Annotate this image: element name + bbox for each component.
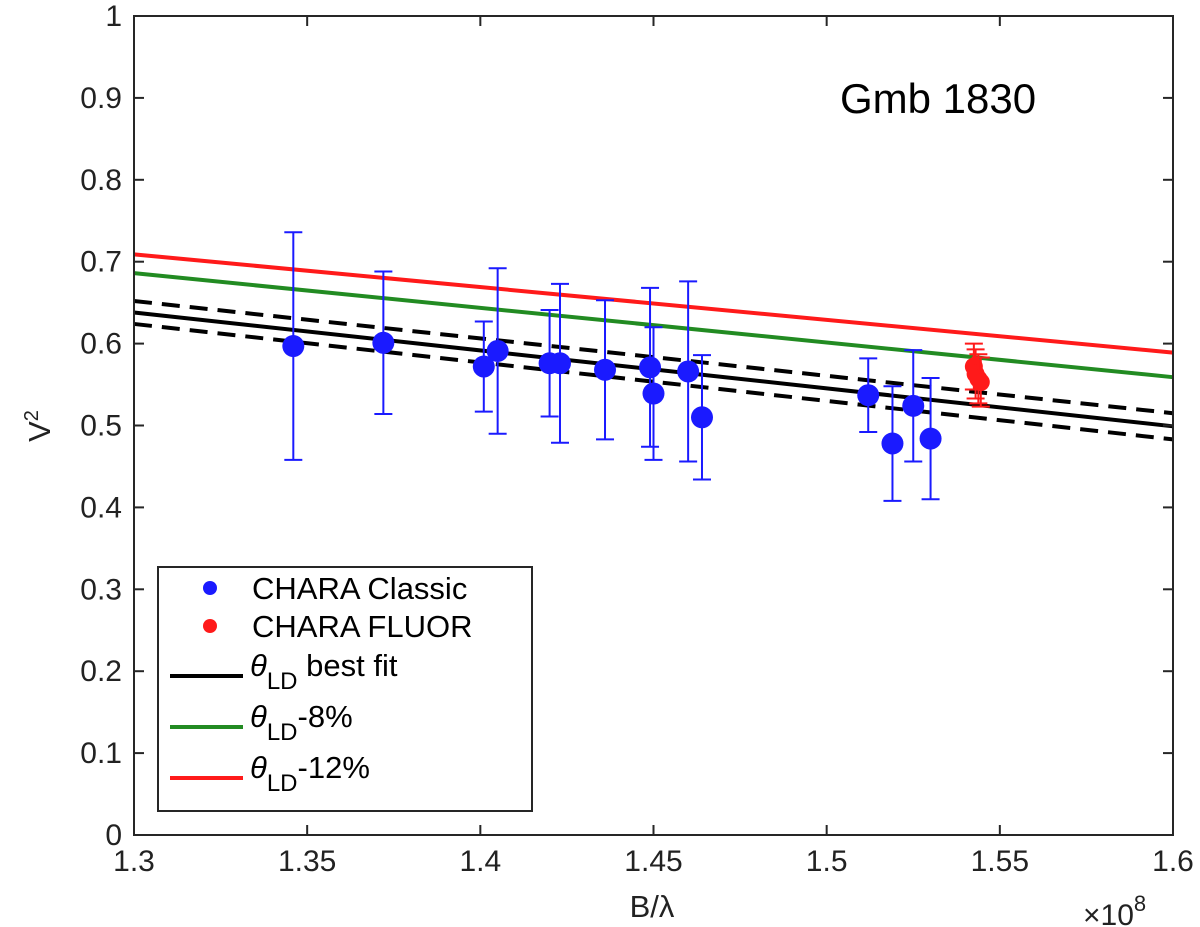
y-axis-label-superscript: 2 <box>21 410 43 421</box>
x-tick-label: 1.55 <box>971 845 1029 878</box>
y-tick-label: 1 <box>105 0 122 33</box>
x-tick-label: 1.35 <box>278 845 336 878</box>
data-point <box>548 352 571 375</box>
y-tick-label: 0.2 <box>80 655 122 688</box>
y-tick-label: 0.6 <box>80 328 122 361</box>
axis-ticks <box>133 15 1174 836</box>
x-axis-label: B/λ <box>630 889 675 924</box>
data-point <box>486 339 509 362</box>
y-tick-label: 0.5 <box>80 410 122 443</box>
data-point <box>690 406 713 429</box>
x-tick-label: 1.6 <box>1152 845 1194 878</box>
y-tick-label: 0.1 <box>80 737 122 770</box>
fit-uncertainty-line <box>133 321 1174 442</box>
data-point <box>902 394 925 417</box>
x-tick-label: 1.4 <box>459 845 501 878</box>
x-tick-label: 1.3 <box>113 845 155 878</box>
x-axis-multiplier-exponent: 8 <box>1134 891 1146 916</box>
y-tick-label: 0.9 <box>80 82 122 115</box>
svg-text:V2: V2 <box>21 410 57 442</box>
x-tick-label: 1.45 <box>624 845 682 878</box>
y-tick-label: 0.7 <box>80 246 122 279</box>
x-tick-label: 1.5 <box>806 845 848 878</box>
data-point <box>594 358 617 381</box>
x-axis-multiplier: ×108 <box>1083 891 1146 927</box>
data-point <box>971 373 990 392</box>
y-tick-label: 0.4 <box>80 491 122 524</box>
legend-label: θLD best fit <box>250 648 398 695</box>
y-tick-label: 0 <box>105 819 122 852</box>
data-point <box>919 427 942 450</box>
data-point <box>642 382 665 405</box>
y-axis-label: V2 <box>21 410 57 442</box>
legend-label: θLD-8% <box>250 699 353 746</box>
legend-marker <box>203 581 217 595</box>
y-tick-label: 0.8 <box>80 164 122 197</box>
data-point <box>282 335 305 358</box>
legend-label: CHARA FLUOR <box>252 609 472 644</box>
data-points <box>282 231 990 502</box>
data-point <box>857 384 880 407</box>
data-point <box>677 360 700 383</box>
y-tick-label: 0.3 <box>80 573 122 606</box>
legend-marker <box>203 619 217 633</box>
fit-line <box>133 252 1174 355</box>
fit-line <box>133 271 1174 380</box>
y-axis-label-text: V <box>22 421 57 442</box>
star-name-annotation: Gmb 1830 <box>840 75 1036 122</box>
x-axis-multiplier-base: ×10 <box>1083 899 1134 927</box>
data-point <box>639 356 662 379</box>
data-point <box>472 355 495 378</box>
fit-uncertainty-line <box>133 299 1174 416</box>
legend-box <box>157 566 533 812</box>
tick-labels: 1.3 1.35 1.4 1.45 1.5 1.55 1.6 0 0.1 0.2 0.3 0.4 0.5… <box>80 0 1194 878</box>
data-point <box>881 432 904 455</box>
data-point <box>372 331 395 354</box>
legend-label: θLD-12% <box>250 750 370 797</box>
legend-label: CHARA Classic <box>252 571 467 606</box>
